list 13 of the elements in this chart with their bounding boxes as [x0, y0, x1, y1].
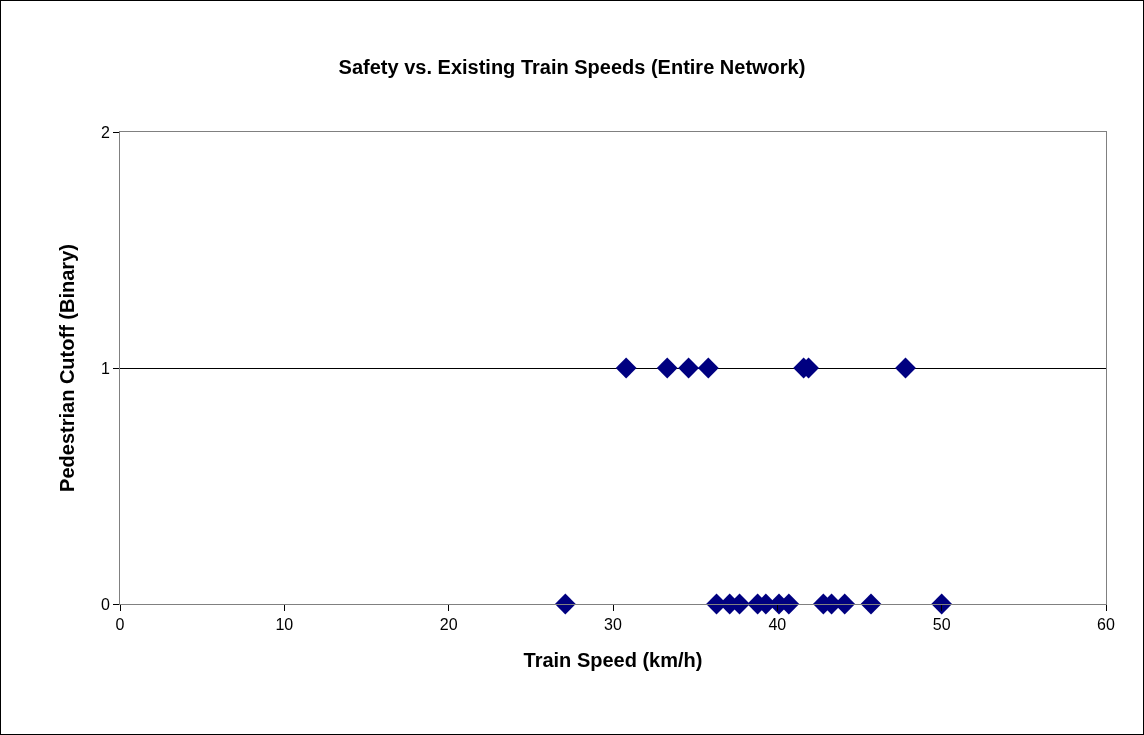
y-axis-title: Pedestrian Cutoff (Binary) [56, 244, 79, 492]
y-tick-label: 1 [100, 359, 110, 377]
y-tick-label: 2 [100, 123, 110, 141]
x-axis-title: Train Speed (km/h) [523, 648, 703, 671]
x-tick-label: 50 [932, 616, 951, 634]
x-tick-label: 0 [115, 616, 125, 634]
x-tick-label: 10 [275, 616, 294, 634]
x-tick-label: 40 [768, 616, 787, 634]
x-tick-label: 30 [604, 616, 622, 634]
y-tick-label: 0 [100, 595, 110, 613]
x-tick-label: 60 [1097, 616, 1115, 634]
x-tick-label: 20 [439, 616, 458, 634]
chart-title: Safety vs. Existing Train Speeds (Entire Network) [338, 55, 806, 78]
